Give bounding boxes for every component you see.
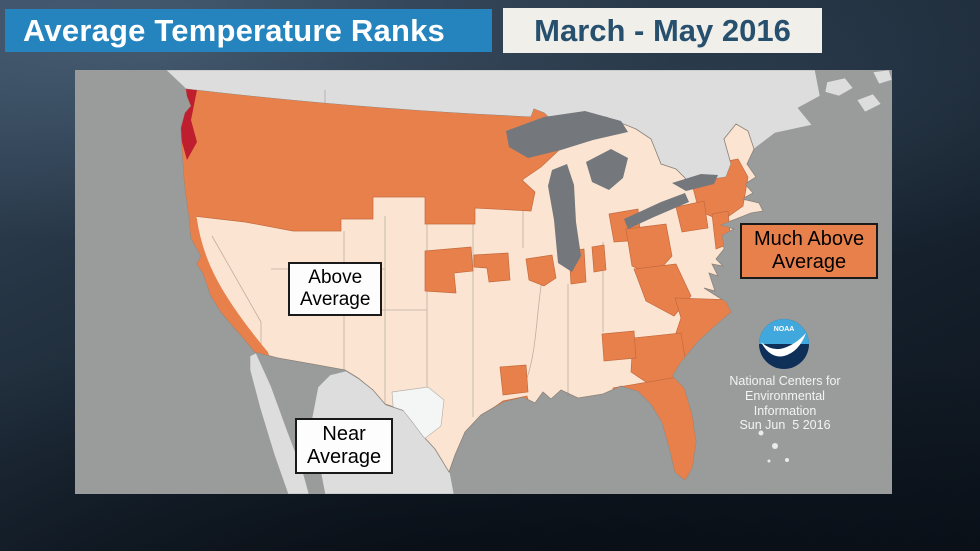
label-near-average-line1: Near bbox=[322, 423, 366, 445]
attribution-date: Sun Jun 5 2016 bbox=[739, 418, 831, 433]
region-alabama-georgia bbox=[601, 330, 637, 362]
label-near-average-line2: Average bbox=[307, 446, 382, 468]
attribution-line-1: National Centers for bbox=[729, 374, 841, 388]
region-california-coast bbox=[183, 213, 269, 363]
label-above-average-line2: Average bbox=[300, 288, 371, 310]
page-title: Average Temperature Ranks bbox=[5, 9, 492, 52]
noaa-logo-text: NOAA bbox=[774, 326, 795, 333]
region-illinois bbox=[525, 254, 557, 287]
region-indiana-east bbox=[591, 244, 607, 273]
label-near-average: Near Average bbox=[295, 418, 394, 474]
date-range-label: March - May 2016 bbox=[503, 8, 822, 53]
attribution-line-3: Information bbox=[753, 403, 817, 418]
title-bar: Average Temperature Ranks March - May 20… bbox=[0, 8, 980, 53]
region-north-louisiana bbox=[499, 364, 529, 396]
label-much-above-average-line1: Much Above bbox=[754, 228, 865, 250]
lake-ontario bbox=[672, 174, 718, 191]
label-above-average: Above Average bbox=[288, 262, 383, 316]
region-pacific-northwest-northern-plains bbox=[181, 89, 573, 232]
region-kansas bbox=[424, 246, 474, 294]
noaa-attribution: National Centers for Environmental Infor… bbox=[699, 374, 871, 433]
region-missouri bbox=[473, 252, 511, 283]
label-much-above-average: Much Above Average bbox=[740, 223, 879, 279]
bahamas-islands bbox=[758, 430, 789, 463]
attribution-line-2: Environmental bbox=[745, 388, 825, 403]
label-above-average-line1: Above bbox=[308, 267, 363, 288]
region-central-new-york bbox=[675, 200, 709, 233]
label-much-above-average-line2: Average bbox=[771, 251, 847, 273]
lake-huron bbox=[586, 149, 628, 190]
great-lakes bbox=[506, 111, 718, 272]
lake-michigan bbox=[548, 164, 581, 272]
lake-superior bbox=[506, 111, 628, 158]
noaa-logo-icon: NOAA bbox=[759, 319, 809, 369]
us-temperature-rank-map: Above Average Near Average Much Above Av… bbox=[75, 70, 892, 494]
lake-erie bbox=[624, 193, 689, 229]
